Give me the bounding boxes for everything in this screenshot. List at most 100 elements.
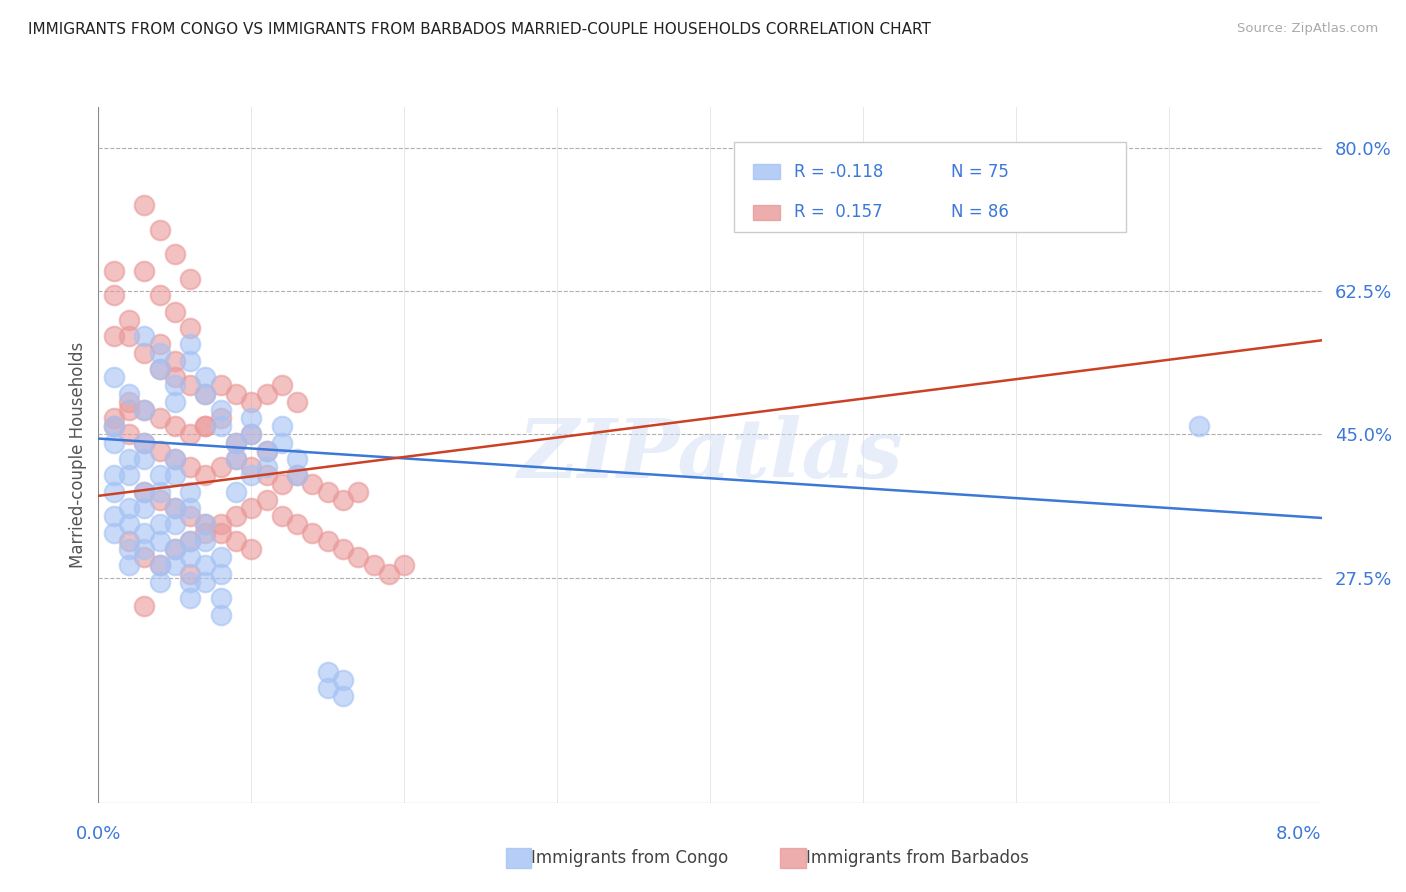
Point [194, 386, 217, 401]
Point [270, 435, 294, 450]
Point [1050, 198, 1073, 212]
Point [209, 591, 232, 606]
Point [149, 337, 172, 351]
Point [149, 558, 172, 573]
Point [332, 492, 354, 507]
Point [118, 394, 141, 409]
Point [240, 468, 263, 483]
Point [225, 435, 247, 450]
Point [209, 550, 232, 565]
Point [134, 525, 156, 540]
Point [256, 492, 278, 507]
Point [316, 533, 339, 548]
Point [134, 435, 156, 450]
Point [103, 484, 125, 499]
Point [179, 427, 201, 442]
Point [225, 509, 247, 524]
Text: N = 86: N = 86 [950, 203, 1010, 221]
Point [103, 525, 125, 540]
Point [225, 435, 247, 450]
Point [225, 452, 247, 467]
Point [118, 501, 141, 516]
Point [194, 558, 217, 573]
Text: IMMIGRANTS FROM CONGO VS IMMIGRANTS FROM BARBADOS MARRIED-COUPLE HOUSEHOLDS CORR: IMMIGRANTS FROM CONGO VS IMMIGRANTS FROM… [28, 22, 931, 37]
Point [225, 452, 247, 467]
Point [103, 411, 125, 425]
Point [149, 443, 172, 458]
Point [103, 419, 125, 434]
FancyBboxPatch shape [752, 205, 780, 220]
Point [134, 264, 156, 278]
Point [179, 378, 201, 392]
Point [240, 411, 263, 425]
Point [256, 460, 278, 475]
Point [316, 681, 339, 696]
Point [256, 443, 278, 458]
Point [179, 501, 201, 516]
Point [179, 484, 201, 499]
Point [149, 574, 172, 589]
Point [103, 468, 125, 483]
Point [103, 288, 125, 302]
Point [103, 509, 125, 524]
Point [149, 288, 172, 302]
Point [179, 272, 201, 286]
Point [134, 484, 156, 499]
Point [179, 591, 201, 606]
Point [194, 517, 217, 532]
Point [209, 566, 232, 581]
Point [209, 460, 232, 475]
Point [163, 304, 186, 318]
Point [163, 517, 186, 532]
Point [118, 468, 141, 483]
Point [118, 542, 141, 557]
Point [285, 452, 308, 467]
Point [103, 435, 125, 450]
Point [163, 542, 186, 557]
Point [118, 386, 141, 401]
Point [240, 427, 263, 442]
Point [256, 386, 278, 401]
Point [225, 484, 247, 499]
Point [378, 566, 401, 581]
Text: R = -0.118: R = -0.118 [794, 162, 884, 181]
Text: Source: ZipAtlas.com: Source: ZipAtlas.com [1237, 22, 1378, 36]
Point [103, 329, 125, 343]
Text: ZIPatlas: ZIPatlas [517, 415, 903, 495]
Point [347, 550, 370, 565]
Point [149, 468, 172, 483]
Point [316, 665, 339, 679]
Point [209, 411, 232, 425]
Point [179, 574, 201, 589]
Point [285, 468, 308, 483]
Point [332, 542, 354, 557]
Point [163, 247, 186, 261]
Point [149, 492, 172, 507]
Point [240, 460, 263, 475]
Point [163, 542, 186, 557]
Point [103, 419, 125, 434]
Point [134, 452, 156, 467]
Point [134, 484, 156, 499]
Point [103, 264, 125, 278]
Point [149, 411, 172, 425]
Text: 0.0%: 0.0% [76, 825, 121, 843]
Point [240, 427, 263, 442]
Point [256, 468, 278, 483]
Point [270, 378, 294, 392]
Point [209, 419, 232, 434]
Point [163, 353, 186, 368]
Point [118, 329, 141, 343]
Point [163, 370, 186, 384]
Point [149, 484, 172, 499]
Point [194, 419, 217, 434]
Point [163, 452, 186, 467]
Point [363, 558, 385, 573]
Point [163, 501, 186, 516]
Text: Immigrants from Congo: Immigrants from Congo [531, 849, 728, 867]
Text: Immigrants from Barbados: Immigrants from Barbados [806, 849, 1029, 867]
Point [316, 484, 339, 499]
Point [163, 419, 186, 434]
Point [209, 525, 232, 540]
Point [149, 558, 172, 573]
